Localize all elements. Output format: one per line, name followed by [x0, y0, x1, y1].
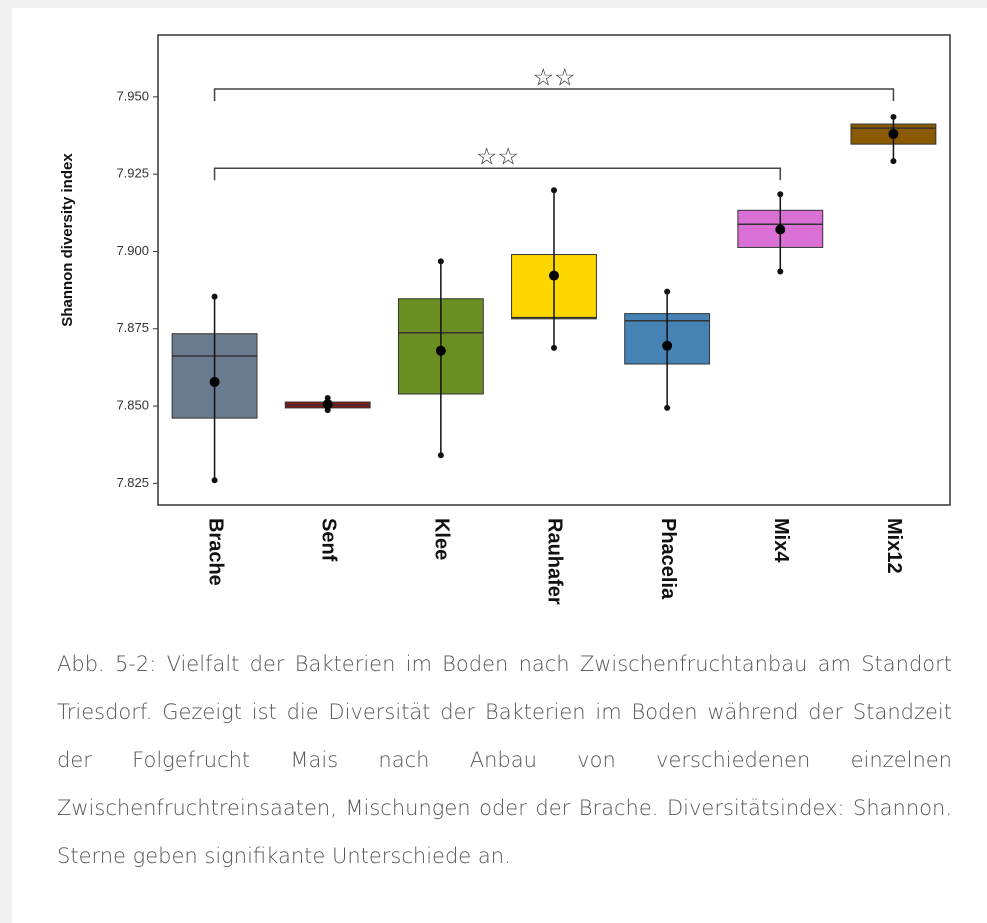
mean — [435, 345, 446, 356]
whisker-min — [437, 452, 444, 459]
whisker-min — [551, 344, 557, 351]
significance-label: ☆☆ — [476, 144, 519, 171]
chart: Shannon diversity index 7.825 7.850 7.875 7… — [59, 34, 951, 605]
significance-bracket — [213, 88, 895, 101]
y-tick-label: 7.850 — [116, 397, 149, 412]
significance-label: ☆☆ — [532, 64, 575, 91]
y-tick-label: 7.950 — [116, 88, 149, 103]
x-tick-label: Senf — [317, 518, 339, 562]
whisker-min — [777, 268, 784, 275]
y-tick-label: 7.825 — [116, 475, 149, 490]
whisker-max — [437, 258, 444, 265]
significance-bracket — [213, 167, 782, 181]
mean — [209, 376, 220, 387]
x-tick-label: Rauhafer — [544, 518, 566, 605]
x-tick-label: Phacelia — [657, 518, 679, 600]
whisker-max — [890, 113, 897, 120]
whisker-min — [664, 404, 671, 411]
x-tick-label: Mix12 — [883, 518, 905, 574]
mean — [662, 340, 673, 351]
whisker-max — [551, 187, 557, 194]
y-tick-label: 7.925 — [116, 166, 149, 181]
y-tick-label: 7.900 — [116, 243, 149, 258]
y-tick-label: 7.875 — [116, 320, 149, 335]
plot-frame — [157, 34, 951, 506]
mean — [888, 128, 899, 139]
mean — [549, 270, 559, 281]
panel — [12, 8, 987, 923]
caption: Abb. 5-2: Vielfalt der Bakterien im Bode… — [57, 652, 952, 868]
x-tick-label: Brache — [204, 518, 226, 586]
x-tick-label: Klee — [431, 518, 453, 560]
y-axis-label: Shannon diversity index — [59, 153, 76, 327]
whisker-min — [890, 158, 897, 165]
whisker-max — [211, 293, 218, 300]
whisker-max — [664, 288, 671, 295]
mean — [775, 224, 786, 235]
whisker-min — [211, 477, 218, 484]
x-tick-label: Mix4 — [770, 518, 792, 563]
whisker-max — [777, 191, 784, 198]
mean — [322, 399, 333, 410]
